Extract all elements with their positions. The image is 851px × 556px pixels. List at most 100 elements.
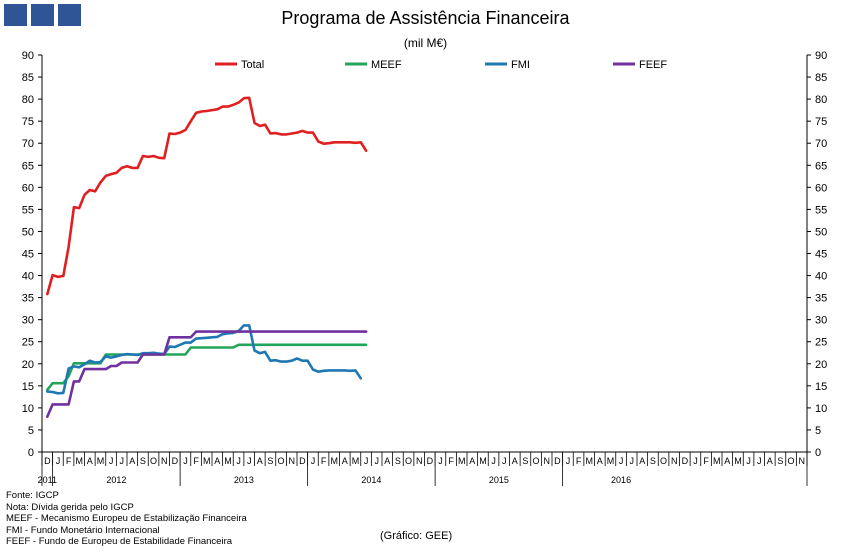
y-tick-label-right: 85 [815, 72, 827, 84]
y-tick-label-right: 25 [815, 337, 827, 349]
x-month-label: A [257, 456, 263, 466]
x-month-label: F [321, 456, 327, 466]
y-tick-label-right: 10 [815, 403, 827, 415]
x-month-label: A [767, 456, 773, 466]
y-tick-label-left: 55 [22, 204, 34, 216]
chart-title: Programa de Assistência Financeira [281, 8, 570, 28]
x-month-label: A [597, 456, 603, 466]
y-tick-label-left: 30 [22, 315, 34, 327]
series-line-fmi [45, 324, 363, 395]
x-month-label: J [311, 456, 316, 466]
footer-source: Fonte: IGCP [6, 490, 59, 501]
y-tick-label-left: 35 [22, 293, 34, 305]
x-month-label: M [713, 456, 721, 466]
x-month-label: D [299, 456, 306, 466]
y-tick-label-right: 90 [815, 50, 827, 62]
x-month-label: M [203, 456, 211, 466]
x-month-label: A [639, 456, 645, 466]
x-month-label: S [777, 456, 783, 466]
y-tick-label-left: 85 [22, 72, 34, 84]
footer-abbrev-feef: FEEF - Fundo de Europeu de Estabilidade … [6, 536, 233, 547]
y-tick-label-left: 20 [22, 359, 34, 371]
y-tick-label-right: 50 [815, 226, 827, 238]
x-month-label: J [746, 456, 751, 466]
x-month-label: S [522, 456, 528, 466]
logo-block-1 [4, 4, 27, 26]
x-month-label: J [119, 456, 124, 466]
x-month-label: O [405, 456, 412, 466]
y-tick-label-right: 15 [815, 381, 827, 393]
x-month-label: O [788, 456, 795, 466]
x-month-label: J [438, 456, 443, 466]
x-month-label: M [352, 456, 360, 466]
x-month-label: J [247, 456, 252, 466]
legend-label-fmi: FMI [511, 59, 530, 71]
x-year-label: 2012 [106, 475, 126, 485]
x-month-label: J [374, 456, 379, 466]
footer-notes: Fonte: IGCP Nota: Dívida gerida pelo IGC… [6, 490, 247, 548]
footer-abbrev-meef: MEEF - Mecanismo Europeu de Estabilizaçã… [6, 513, 247, 524]
x-month-label: J [757, 456, 762, 466]
gee-logo [4, 4, 81, 26]
x-month-label: A [384, 456, 390, 466]
x-month-label: F [193, 456, 199, 466]
y-tick-label-right: 70 [815, 138, 827, 150]
logo-block-2 [31, 4, 54, 26]
y-tick-label-right: 65 [815, 160, 827, 172]
y-tick-label-left: 10 [22, 403, 34, 415]
x-month-label: S [650, 456, 656, 466]
series-line-meef [45, 343, 368, 392]
x-month-label: F [703, 456, 709, 466]
x-year-label: 2011 [38, 475, 57, 485]
y-tick-label-left: 75 [22, 116, 34, 128]
x-month-label: F [66, 456, 72, 466]
series-line-feef [45, 330, 368, 419]
x-month-label: D [427, 456, 434, 466]
y-tick-label-left: 70 [22, 138, 34, 150]
y-tick-label-right: 0 [815, 447, 821, 459]
x-year-label: 2013 [234, 475, 254, 485]
y-tick-label-left: 45 [22, 249, 34, 261]
y-tick-label-left: 50 [22, 226, 34, 238]
y-tick-label-right: 30 [815, 315, 827, 327]
x-month-label: A [512, 456, 518, 466]
x-month-label: J [619, 456, 624, 466]
x-year-label: 2015 [489, 475, 509, 485]
x-month-label: N [671, 456, 678, 466]
x-month-label: M [330, 456, 338, 466]
footer-abbrev-fmi: FMI - Fundo Monetário Internacional [6, 524, 160, 536]
y-tick-label-right: 60 [815, 182, 827, 194]
x-year-label: 2016 [611, 475, 631, 485]
x-month-label: J [491, 456, 496, 466]
x-month-label: F [448, 456, 454, 466]
x-month-label: F [576, 456, 582, 466]
legend-label-total: Total [241, 59, 264, 71]
x-month-label: D [172, 456, 179, 466]
y-tick-label-right: 5 [815, 425, 821, 437]
y-tick-label-right: 55 [815, 204, 827, 216]
x-month-label: A [129, 456, 135, 466]
legend-label-feef: FEEF [639, 59, 667, 71]
y-tick-label-right: 80 [815, 94, 827, 106]
x-month-label: M [734, 456, 742, 466]
y-tick-label-left: 15 [22, 381, 34, 393]
footer-note: Nota: Dívida gerida pelo IGCP [6, 501, 134, 513]
x-month-label: O [660, 456, 667, 466]
x-month-label: S [140, 456, 146, 466]
y-tick-label-left: 90 [22, 50, 34, 62]
y-tick-label-left: 25 [22, 337, 34, 349]
y-tick-label-left: 65 [22, 160, 34, 172]
x-month-label: J [502, 456, 507, 466]
x-month-label: N [543, 456, 550, 466]
x-month-label: O [533, 456, 540, 466]
x-month-label: M [479, 456, 487, 466]
x-month-label: A [342, 456, 348, 466]
x-month-label: A [214, 456, 220, 466]
x-month-label: N [416, 456, 423, 466]
x-month-label: D [554, 456, 561, 466]
x-month-label: D [682, 456, 689, 466]
y-tick-label-left: 80 [22, 94, 34, 106]
series-line-total [45, 96, 368, 296]
x-month-label: O [278, 456, 285, 466]
